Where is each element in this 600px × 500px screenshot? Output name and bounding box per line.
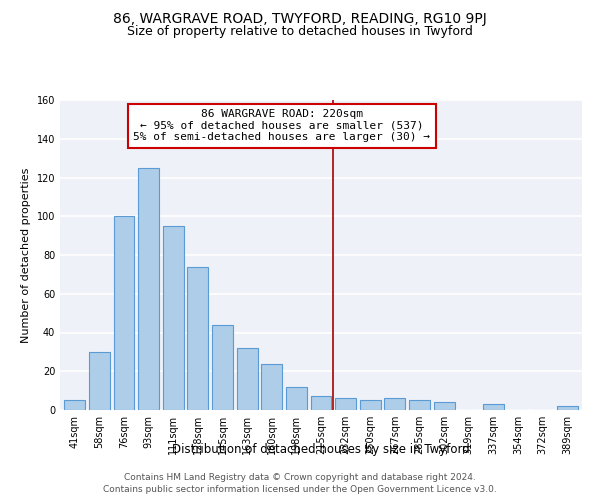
Bar — [113, 216, 134, 410]
Bar — [385, 398, 406, 410]
Text: Contains HM Land Registry data © Crown copyright and database right 2024.: Contains HM Land Registry data © Crown c… — [124, 472, 476, 482]
Bar — [311, 396, 331, 410]
Bar — [483, 404, 504, 410]
Text: Distribution of detached houses by size in Twyford: Distribution of detached houses by size … — [172, 442, 470, 456]
Text: 86, WARGRAVE ROAD, TWYFORD, READING, RG10 9PJ: 86, WARGRAVE ROAD, TWYFORD, READING, RG1… — [113, 12, 487, 26]
Bar — [138, 168, 159, 410]
Bar — [409, 400, 430, 410]
Y-axis label: Number of detached properties: Number of detached properties — [21, 168, 31, 342]
Bar — [64, 400, 85, 410]
Bar — [236, 348, 257, 410]
Bar — [557, 406, 578, 410]
Bar — [261, 364, 282, 410]
Bar — [434, 402, 455, 410]
Bar — [286, 387, 307, 410]
Bar — [163, 226, 184, 410]
Bar — [89, 352, 110, 410]
Bar — [187, 266, 208, 410]
Text: Contains public sector information licensed under the Open Government Licence v3: Contains public sector information licen… — [103, 485, 497, 494]
Bar — [212, 325, 233, 410]
Bar — [335, 398, 356, 410]
Bar — [360, 400, 381, 410]
Text: 86 WARGRAVE ROAD: 220sqm
← 95% of detached houses are smaller (537)
5% of semi-d: 86 WARGRAVE ROAD: 220sqm ← 95% of detach… — [133, 110, 430, 142]
Text: Size of property relative to detached houses in Twyford: Size of property relative to detached ho… — [127, 25, 473, 38]
